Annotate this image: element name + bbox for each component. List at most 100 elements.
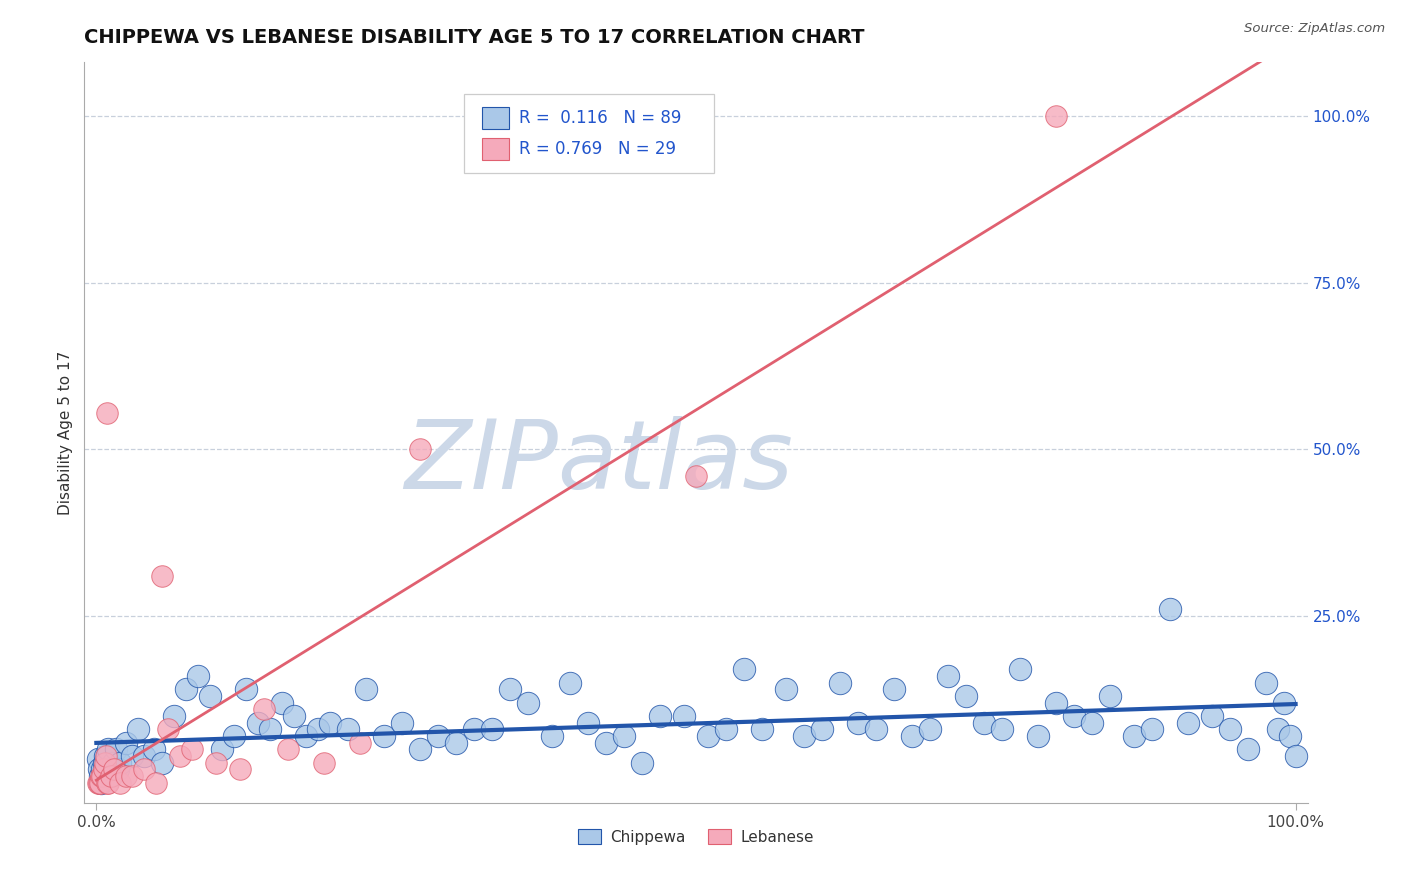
Point bbox=[973, 715, 995, 730]
Point bbox=[1284, 749, 1306, 764]
Point bbox=[828, 675, 851, 690]
Point bbox=[1045, 109, 1067, 123]
Point bbox=[94, 763, 117, 777]
Point bbox=[283, 709, 305, 723]
Point bbox=[96, 749, 118, 764]
Point bbox=[517, 696, 540, 710]
Point bbox=[714, 723, 737, 737]
Point bbox=[253, 702, 276, 716]
Point bbox=[793, 729, 815, 743]
Point bbox=[846, 715, 869, 730]
Point bbox=[295, 729, 318, 743]
FancyBboxPatch shape bbox=[482, 138, 509, 161]
Point bbox=[685, 469, 707, 483]
Point bbox=[93, 763, 115, 777]
Point bbox=[96, 776, 118, 790]
Point bbox=[90, 769, 112, 783]
Text: CHIPPEWA VS LEBANESE DISABILITY AGE 5 TO 17 CORRELATION CHART: CHIPPEWA VS LEBANESE DISABILITY AGE 5 TO… bbox=[84, 28, 865, 47]
Point bbox=[200, 689, 222, 703]
Point bbox=[319, 715, 342, 730]
Point bbox=[115, 736, 138, 750]
Point bbox=[1159, 602, 1181, 616]
Point bbox=[955, 689, 977, 703]
Point bbox=[595, 736, 617, 750]
Point bbox=[100, 769, 122, 783]
FancyBboxPatch shape bbox=[482, 107, 509, 129]
Point bbox=[1080, 715, 1102, 730]
Text: R =  0.116   N = 89: R = 0.116 N = 89 bbox=[519, 109, 681, 127]
Point bbox=[1122, 729, 1144, 743]
Point bbox=[277, 742, 299, 756]
Point bbox=[91, 763, 114, 777]
Point bbox=[1278, 729, 1301, 743]
Point bbox=[427, 729, 450, 743]
Point bbox=[187, 669, 209, 683]
Point bbox=[1272, 696, 1295, 710]
Point bbox=[391, 715, 413, 730]
Point bbox=[110, 776, 132, 790]
Point bbox=[307, 723, 329, 737]
Point bbox=[1063, 709, 1085, 723]
Point bbox=[1045, 696, 1067, 710]
FancyBboxPatch shape bbox=[464, 94, 714, 173]
Point bbox=[354, 682, 377, 697]
Point bbox=[229, 763, 252, 777]
Point bbox=[97, 742, 120, 756]
Point bbox=[1140, 723, 1163, 737]
Point bbox=[93, 749, 117, 764]
Point bbox=[259, 723, 281, 737]
Point bbox=[463, 723, 485, 737]
Point bbox=[775, 682, 797, 697]
Point bbox=[94, 749, 117, 764]
Point bbox=[121, 749, 143, 764]
Point bbox=[211, 742, 233, 756]
Point bbox=[121, 769, 143, 783]
Point bbox=[93, 756, 115, 770]
Point bbox=[865, 723, 887, 737]
Point bbox=[936, 669, 959, 683]
Point bbox=[751, 723, 773, 737]
Point bbox=[697, 729, 720, 743]
Text: R = 0.769   N = 29: R = 0.769 N = 29 bbox=[519, 140, 676, 158]
Point bbox=[107, 763, 129, 777]
Point bbox=[1267, 723, 1289, 737]
Point bbox=[672, 709, 695, 723]
Point bbox=[97, 776, 120, 790]
Point bbox=[409, 442, 432, 457]
Point bbox=[1236, 742, 1258, 756]
Point bbox=[811, 723, 834, 737]
Point bbox=[541, 729, 564, 743]
Point bbox=[150, 756, 173, 770]
Point bbox=[349, 736, 371, 750]
Point bbox=[157, 723, 180, 737]
Point bbox=[100, 769, 122, 783]
Point bbox=[481, 723, 503, 737]
Point bbox=[104, 742, 127, 756]
Point bbox=[373, 729, 395, 743]
Point bbox=[224, 729, 246, 743]
Point bbox=[90, 776, 112, 790]
Point bbox=[576, 715, 599, 730]
Point bbox=[247, 715, 270, 730]
Point bbox=[163, 709, 186, 723]
Point bbox=[150, 569, 173, 583]
Point bbox=[127, 723, 149, 737]
Point bbox=[1098, 689, 1121, 703]
Point bbox=[101, 756, 124, 770]
Point bbox=[86, 776, 108, 790]
Point bbox=[648, 709, 671, 723]
Point bbox=[613, 729, 636, 743]
Point bbox=[96, 406, 118, 420]
Point bbox=[89, 769, 111, 783]
Point bbox=[103, 763, 125, 777]
Point bbox=[901, 729, 924, 743]
Point bbox=[1008, 662, 1031, 676]
Point bbox=[145, 776, 167, 790]
Point bbox=[134, 749, 156, 764]
Point bbox=[93, 756, 117, 770]
Point bbox=[1026, 729, 1049, 743]
Point bbox=[1201, 709, 1223, 723]
Text: Source: ZipAtlas.com: Source: ZipAtlas.com bbox=[1244, 22, 1385, 36]
Point bbox=[883, 682, 905, 697]
Y-axis label: Disability Age 5 to 17: Disability Age 5 to 17 bbox=[58, 351, 73, 515]
